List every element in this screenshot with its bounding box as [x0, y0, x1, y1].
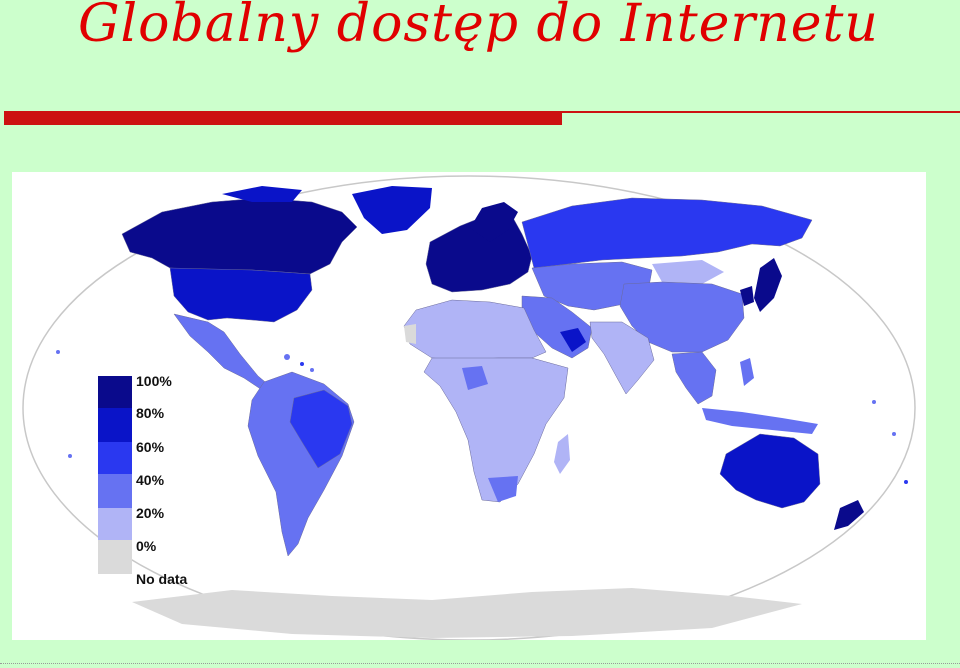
region-india	[589, 321, 655, 395]
map-legend: 100% 80% 60% 40% 20% 0% No data	[98, 373, 188, 587]
map-svg: 100% 80% 60% 40% 20% 0% No data	[22, 175, 916, 640]
legend-label-40: 40%	[136, 472, 165, 488]
region-madagascar	[554, 434, 570, 474]
legend-swatch-40	[98, 474, 132, 508]
region-antarctica	[132, 588, 802, 638]
region-gulf-states	[560, 328, 586, 352]
region-russia	[521, 197, 813, 269]
legend-label-60: 60%	[136, 439, 165, 455]
region-arctic-islands	[222, 186, 302, 202]
region-south-africa	[488, 476, 518, 502]
region-japan	[754, 258, 782, 312]
region-philippines	[740, 358, 754, 386]
region-china	[619, 281, 745, 353]
legend-label-nodata: No data	[136, 571, 188, 587]
region-nigeria	[462, 366, 488, 390]
footer-divider	[0, 663, 960, 666]
legend-label-20: 20%	[136, 505, 165, 521]
legend-label-100: 100%	[136, 373, 172, 389]
region-australia	[719, 433, 821, 509]
legend-label-80: 80%	[136, 405, 165, 421]
region-usa	[169, 267, 313, 323]
title-underline-thin	[562, 111, 960, 113]
legend-swatch-20	[98, 508, 132, 540]
legend-swatch-80	[98, 408, 132, 442]
region-greenland	[352, 186, 432, 234]
slide-title: Globalny dostęp do Internetu	[78, 0, 879, 54]
legend-label-0: 0%	[136, 538, 157, 554]
region-new-zealand	[834, 500, 864, 530]
legend-swatch-100	[98, 376, 132, 408]
region-korea	[740, 286, 754, 306]
region-scandinavia	[470, 202, 518, 242]
region-southeast-asia	[671, 351, 717, 405]
region-west-africa-nodata	[404, 324, 416, 344]
title-underline-thick	[4, 111, 562, 125]
region-brazil	[289, 389, 353, 469]
legend-swatch-nodata	[98, 540, 132, 574]
region-north-africa	[403, 299, 547, 361]
region-indonesia	[702, 408, 818, 434]
legend-swatch-60	[98, 442, 132, 474]
world-internet-map: 100% 80% 60% 40% 20% 0% No data	[12, 172, 926, 640]
region-mongolia	[652, 260, 724, 284]
